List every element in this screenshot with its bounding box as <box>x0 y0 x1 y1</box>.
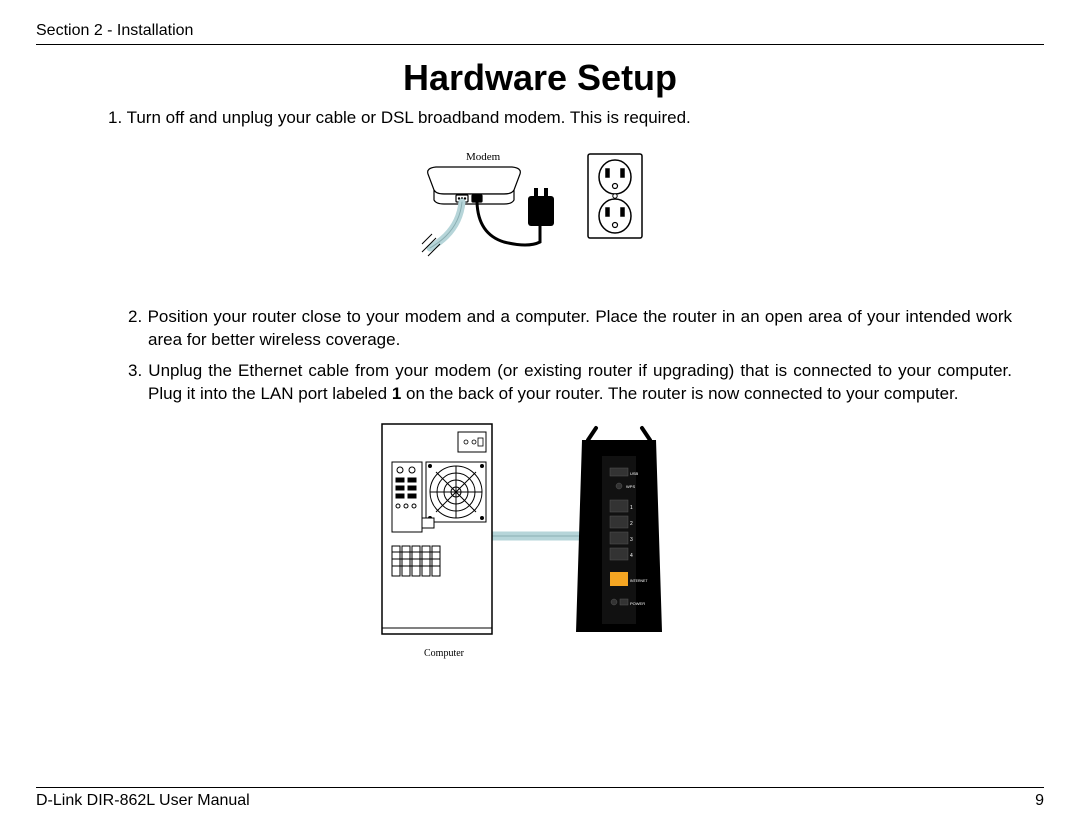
page-footer: D-Link DIR-862L User Manual 9 <box>36 787 1044 810</box>
port-internet-label: INTERNET <box>630 579 648 583</box>
section-header: Section 2 - Installation <box>36 22 1044 45</box>
port-usb-label: USB <box>630 471 639 476</box>
footer-manual: D-Link DIR-862L User Manual <box>36 792 250 810</box>
wall-outlet-icon <box>588 154 642 238</box>
port-4-label: 4 <box>630 553 633 559</box>
port-1-label: 1 <box>630 505 633 511</box>
footer-page-number: 9 <box>1035 792 1044 810</box>
power-adapter-icon <box>528 188 554 226</box>
diagram-router-connect: Computer USB WPS 1 2 <box>36 416 1044 676</box>
step-2-text: Position your router close to your modem… <box>148 307 1012 349</box>
step-2: 2. Position your router close to your mo… <box>128 306 1012 352</box>
modem-label: Modem <box>466 151 501 163</box>
diagram-modem-unplug: Modem <box>36 150 1044 270</box>
modem-icon <box>428 167 521 204</box>
step-3-bold: 1 <box>392 384 401 403</box>
port-3-label: 3 <box>630 537 633 543</box>
page-title: Hardware Setup <box>36 57 1044 99</box>
step-1-text: Turn off and unplug your cable or DSL br… <box>127 108 691 127</box>
step-3b-text: on the back of your router. The router i… <box>401 384 958 403</box>
port-2-label: 2 <box>630 521 633 527</box>
computer-label: Computer <box>424 648 465 659</box>
port-power-label: POWER <box>630 601 645 606</box>
step-1: 1. Turn off and unplug your cable or DSL… <box>108 107 1012 130</box>
step-3-num: 3. <box>128 361 148 380</box>
router-icon: USB WPS 1 2 3 4 INTERNET POWER <box>576 428 662 632</box>
modem-ethernet-cable <box>430 202 462 248</box>
step-2-num: 2. <box>128 307 148 326</box>
computer-tower-icon <box>382 424 492 634</box>
step-1-num: 1. <box>108 108 127 127</box>
port-wps-label: WPS <box>626 484 635 489</box>
step-3: 3. Unplug the Ethernet cable from your m… <box>128 360 1012 406</box>
